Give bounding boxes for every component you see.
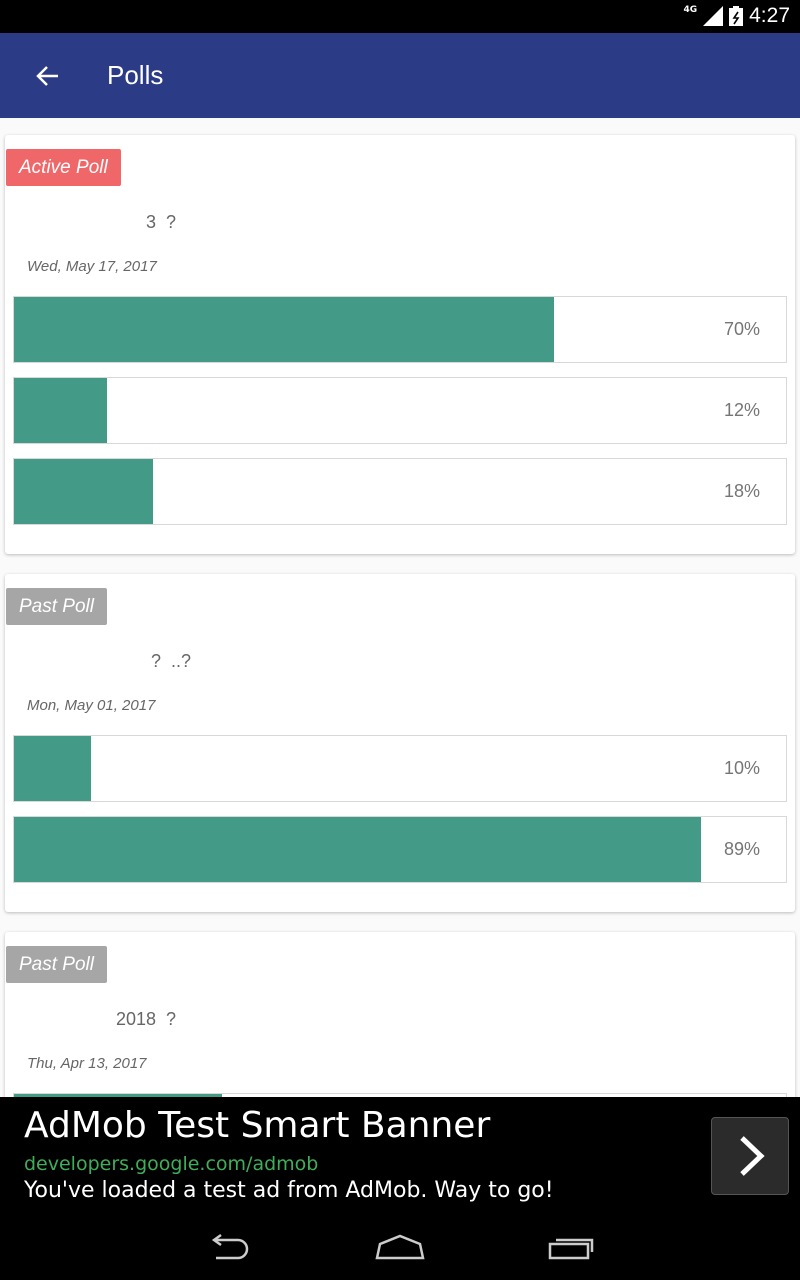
clock: 4:27 [749,4,790,27]
poll-date: Thu, Apr 13, 2017 [27,1055,147,1072]
poll-status-badge: Past Poll [6,946,107,983]
polls-list[interactable]: Active Poll 3 ? Wed, May 17, 2017 70% 12… [0,118,800,1098]
network-type: 4G [683,5,698,15]
page-title: Polls [107,60,164,90]
ad-banner[interactable]: AdMob Test Smart Banner developers.googl… [0,1097,800,1214]
poll-question: ? ..? [151,651,192,671]
back-icon[interactable] [204,1232,256,1262]
poll-option[interactable]: 10% [13,735,787,802]
poll-option-fill [14,459,153,524]
home-icon[interactable] [374,1232,426,1262]
poll-date: Wed, May 17, 2017 [27,258,157,275]
poll-status-badge: Active Poll [6,149,121,186]
poll-option[interactable]: 12% [13,377,787,444]
poll-option[interactable] [13,1093,787,1098]
poll-option[interactable]: 89% [13,816,787,883]
poll-card: Past Poll 2018 ? Thu, Apr 13, 2017 [5,932,795,1098]
ad-title[interactable]: AdMob Test Smart Banner [24,1105,491,1146]
system-nav-bar [0,1214,800,1280]
recents-icon[interactable] [546,1232,598,1262]
signal-icon [703,6,724,26]
poll-status-badge: Past Poll [6,588,107,625]
poll-option-percent: 12% [723,400,760,420]
poll-option-fill [14,1094,223,1098]
poll-option-fill [14,817,702,882]
arrow-back-icon[interactable] [34,62,62,90]
ad-text[interactable]: You've loaded a test ad from AdMob. Way … [24,1178,554,1203]
poll-option[interactable]: 70% [13,296,787,363]
poll-option-fill [14,736,92,801]
poll-option-percent: 18% [723,481,760,501]
ad-url[interactable]: developers.google.com/admob [24,1153,319,1175]
poll-option-fill [14,297,555,362]
poll-option-percent: 10% [723,758,760,778]
poll-question: 2018 ? [116,1009,177,1029]
chevron-right-icon [740,1136,765,1176]
poll-card: Past Poll ? ..? Mon, May 01, 2017 10% 89… [5,574,795,912]
poll-date: Mon, May 01, 2017 [27,697,156,714]
ad-open-button[interactable] [711,1117,789,1195]
status-bar: 4G 4:27 [0,0,800,33]
poll-option-percent: 89% [723,839,760,859]
poll-option-fill [14,378,107,443]
poll-option-percent: 70% [723,319,760,339]
poll-option[interactable]: 18% [13,458,787,525]
battery-icon [729,6,744,26]
poll-card: Active Poll 3 ? Wed, May 17, 2017 70% 12… [5,135,795,554]
app-bar: Polls [0,33,800,118]
poll-question: 3 ? [146,212,177,232]
